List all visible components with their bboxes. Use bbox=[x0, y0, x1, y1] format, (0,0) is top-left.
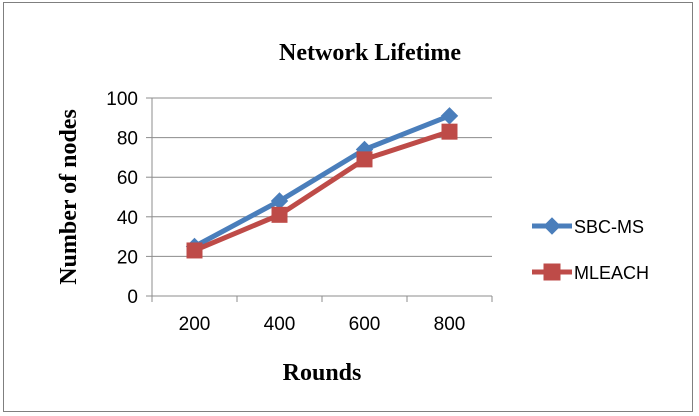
legend-swatch-marker bbox=[543, 263, 561, 281]
legend-label: MLEACH bbox=[574, 263, 649, 283]
y-tick-label: 20 bbox=[117, 247, 138, 268]
y-tick-label: 60 bbox=[117, 168, 138, 189]
series-sbc-ms bbox=[185, 107, 459, 256]
data-point-marker bbox=[441, 123, 458, 140]
chart-title: Network Lifetime bbox=[279, 40, 461, 66]
data-point-marker bbox=[271, 206, 288, 223]
y-tick-label: 0 bbox=[127, 287, 138, 308]
y-tick-labels: 0 20 40 60 80 100 bbox=[106, 89, 138, 308]
series-mleach bbox=[186, 123, 458, 259]
axes bbox=[146, 97, 493, 302]
y-tick-label: 80 bbox=[117, 129, 138, 150]
data-point-marker bbox=[186, 242, 203, 259]
x-tick-label: 200 bbox=[179, 314, 211, 335]
gridlines bbox=[152, 97, 492, 257]
legend-label: SBC-MS bbox=[574, 217, 644, 237]
chart-frame bbox=[3, 2, 693, 412]
x-axis-title: Rounds bbox=[283, 360, 362, 386]
legend-swatch-marker bbox=[543, 217, 561, 235]
data-point-marker bbox=[440, 107, 459, 125]
y-tick-label: 40 bbox=[117, 208, 138, 229]
legend: SBC-MS MLEACH bbox=[532, 217, 649, 283]
x-tick-label: 600 bbox=[349, 314, 381, 335]
y-tick-label: 100 bbox=[106, 89, 138, 110]
x-tick-labels: 200 400 600 800 bbox=[179, 314, 466, 335]
y-axis-title: Number of nodes bbox=[56, 109, 82, 285]
legend-item: MLEACH bbox=[532, 263, 649, 283]
series-line bbox=[192, 113, 452, 249]
x-tick-label: 400 bbox=[264, 314, 296, 335]
series-line bbox=[192, 129, 452, 253]
x-tick-label: 800 bbox=[434, 314, 466, 335]
data-point-marker bbox=[356, 151, 373, 168]
series-layer bbox=[185, 107, 459, 259]
legend-item: SBC-MS bbox=[532, 217, 644, 237]
